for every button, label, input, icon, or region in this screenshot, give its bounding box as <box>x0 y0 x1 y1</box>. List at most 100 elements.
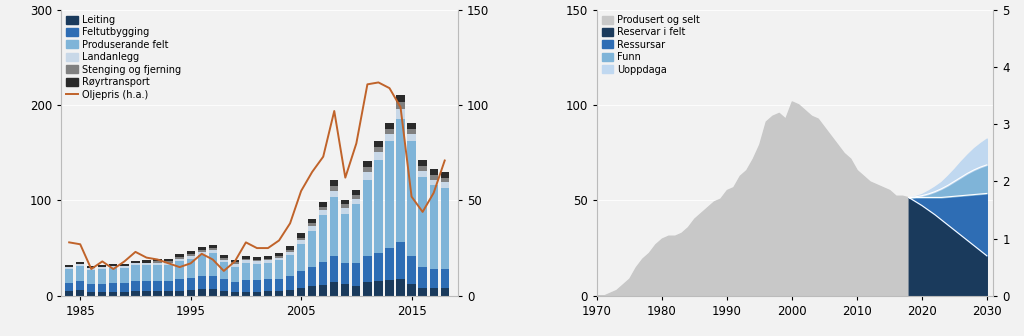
Legend: Leiting, Feltutbygging, Produserande felt, Landanlegg, Stenging og fjerning, Røy: Leiting, Feltutbygging, Produserande fel… <box>67 15 181 99</box>
Bar <box>341 284 349 296</box>
Bar <box>297 288 305 296</box>
Bar <box>165 282 173 291</box>
Bar <box>319 210 328 215</box>
Bar <box>220 262 228 280</box>
Bar <box>408 284 416 296</box>
Bar <box>230 292 239 296</box>
Bar <box>220 258 228 259</box>
Legend: Produsert og selt, Reservar i felt, Ressursar, Funn, Uoppdaga: Produsert og selt, Reservar i felt, Ress… <box>602 15 700 75</box>
Bar <box>308 267 316 286</box>
Bar <box>253 281 261 292</box>
Bar <box>175 261 183 280</box>
Bar <box>253 292 261 296</box>
Bar <box>341 208 349 214</box>
Bar <box>131 261 139 263</box>
Bar <box>131 263 139 265</box>
Bar <box>286 276 294 290</box>
Bar <box>242 259 250 260</box>
Bar <box>131 291 139 296</box>
Bar <box>230 262 239 264</box>
Bar <box>385 134 393 141</box>
Bar <box>110 268 118 283</box>
Bar <box>186 278 195 290</box>
Bar <box>286 246 294 250</box>
Bar <box>209 248 217 250</box>
Bar <box>198 247 206 250</box>
Bar <box>154 263 162 265</box>
Bar <box>131 265 139 282</box>
Bar <box>375 147 383 152</box>
Bar <box>230 264 239 267</box>
Bar <box>429 269 438 288</box>
Bar <box>274 253 284 256</box>
Bar <box>264 256 272 259</box>
Bar <box>142 265 151 282</box>
Bar <box>330 256 338 282</box>
Bar <box>341 200 349 204</box>
Bar <box>396 119 404 242</box>
Bar <box>154 291 162 296</box>
Bar <box>120 268 129 283</box>
Bar <box>319 262 328 285</box>
Bar <box>341 214 349 263</box>
Bar <box>175 280 183 291</box>
Bar <box>165 261 173 263</box>
Bar <box>330 197 338 256</box>
Bar <box>385 129 393 134</box>
Bar <box>198 276 206 289</box>
Bar <box>230 259 239 262</box>
Bar <box>66 283 74 291</box>
Bar <box>120 264 129 266</box>
Bar <box>274 279 284 291</box>
Bar <box>253 257 261 259</box>
Bar <box>286 250 294 252</box>
Bar <box>242 292 250 296</box>
Bar <box>352 263 360 286</box>
Bar <box>87 266 95 268</box>
Bar <box>429 185 438 269</box>
Bar <box>98 265 106 267</box>
Bar <box>175 254 183 257</box>
Bar <box>120 266 129 268</box>
Bar <box>319 207 328 210</box>
Bar <box>120 292 129 296</box>
Bar <box>286 290 294 296</box>
Bar <box>165 291 173 296</box>
Bar <box>264 291 272 296</box>
Bar <box>198 255 206 276</box>
Bar <box>154 259 162 261</box>
Bar <box>274 258 284 260</box>
Bar <box>76 282 84 290</box>
Bar <box>352 204 360 263</box>
Bar <box>253 261 261 264</box>
Bar <box>352 195 360 199</box>
Bar <box>242 260 250 263</box>
Bar <box>440 288 449 296</box>
Bar <box>110 292 118 296</box>
Bar <box>352 286 360 296</box>
Bar <box>76 264 84 266</box>
Bar <box>220 280 228 291</box>
Bar <box>297 271 305 288</box>
Bar <box>154 282 162 291</box>
Bar <box>87 268 95 270</box>
Bar <box>429 175 438 179</box>
Bar <box>396 102 404 109</box>
Bar <box>142 260 151 263</box>
Bar <box>396 279 404 296</box>
Bar <box>98 284 106 292</box>
Bar <box>264 280 272 291</box>
Bar <box>440 182 449 188</box>
Bar <box>209 253 217 276</box>
Bar <box>76 262 84 264</box>
Bar <box>364 167 372 172</box>
Bar <box>87 292 95 296</box>
Bar <box>330 186 338 191</box>
Bar <box>230 282 239 292</box>
Bar <box>175 291 183 296</box>
Bar <box>419 166 427 171</box>
Bar <box>198 252 206 255</box>
Bar <box>408 141 416 256</box>
Bar <box>186 256 195 259</box>
Bar <box>385 123 393 129</box>
